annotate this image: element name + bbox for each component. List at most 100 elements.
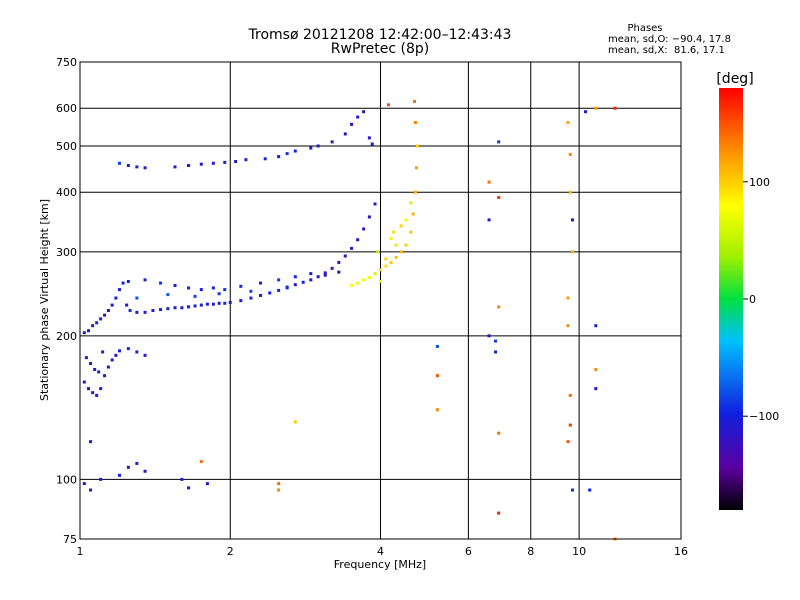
- data-point: [259, 281, 263, 285]
- data-point: [413, 99, 417, 103]
- data-point: [211, 286, 215, 290]
- data-point: [239, 299, 243, 303]
- data-point: [211, 161, 215, 165]
- data-point: [309, 272, 313, 276]
- data-point: [373, 272, 377, 276]
- data-point: [143, 278, 147, 282]
- data-point: [384, 257, 388, 261]
- data-point: [199, 288, 203, 292]
- data-point: [613, 106, 617, 110]
- data-point: [494, 339, 498, 343]
- data-point: [594, 106, 598, 110]
- data-point: [392, 230, 396, 234]
- y-tick-label: 75: [63, 533, 77, 546]
- data-point: [404, 218, 408, 222]
- y-axis-label: Stationary phase Virtual Height [km]: [38, 199, 51, 401]
- data-point: [135, 310, 139, 314]
- data-point: [187, 286, 191, 290]
- data-point: [244, 158, 248, 162]
- data-point: [337, 260, 341, 264]
- data-point: [337, 270, 341, 274]
- data-point: [135, 350, 139, 354]
- data-point: [309, 278, 313, 282]
- data-point: [356, 115, 360, 119]
- x-tick-label: 4: [377, 545, 384, 558]
- data-point: [301, 280, 305, 284]
- chart-title: Tromsø 20121208 12:42:00–12:43:43: [248, 27, 512, 43]
- data-point: [370, 142, 374, 146]
- data-point: [151, 308, 155, 312]
- data-point: [126, 347, 130, 351]
- data-point: [199, 460, 203, 464]
- data-point: [362, 110, 366, 114]
- x-tick-label: 16: [674, 545, 688, 558]
- data-point: [356, 238, 360, 242]
- data-point: [409, 201, 413, 205]
- data-point: [413, 190, 417, 194]
- data-point: [293, 420, 297, 424]
- data-point: [93, 367, 97, 371]
- colorbar-gradient: [719, 88, 743, 510]
- data-point: [293, 149, 297, 153]
- data-point: [259, 293, 263, 297]
- data-point: [386, 103, 390, 107]
- data-points: [82, 99, 617, 541]
- data-point: [99, 317, 103, 321]
- data-point: [362, 227, 366, 231]
- data-point: [199, 303, 203, 307]
- data-point: [497, 195, 501, 199]
- data-point: [187, 305, 191, 309]
- data-point: [166, 307, 170, 311]
- data-point: [568, 393, 572, 397]
- x-tick-label: 6: [465, 545, 472, 558]
- data-point: [159, 308, 163, 312]
- y-tick-label: 400: [56, 186, 77, 199]
- data-point: [103, 374, 107, 378]
- data-point: [277, 278, 281, 282]
- data-point: [135, 296, 139, 300]
- grid: [80, 62, 681, 539]
- data-point: [367, 215, 371, 219]
- x-axis-label: Frequency [MHz]: [334, 558, 426, 571]
- data-point: [323, 271, 327, 275]
- data-point: [99, 477, 103, 481]
- data-point: [84, 356, 88, 360]
- data-point: [404, 243, 408, 247]
- colorbar-tick-label: −100: [749, 410, 779, 423]
- data-point: [566, 440, 570, 444]
- data-point: [193, 304, 197, 308]
- data-point: [494, 350, 498, 354]
- data-point: [173, 165, 177, 169]
- data-point: [249, 289, 253, 293]
- data-point: [118, 349, 122, 353]
- data-point: [99, 387, 103, 391]
- data-point: [114, 296, 118, 300]
- data-point: [91, 391, 95, 395]
- data-point: [316, 275, 320, 279]
- data-point: [277, 288, 281, 292]
- data-point: [285, 286, 289, 290]
- data-point: [143, 310, 147, 314]
- data-point: [223, 288, 227, 292]
- colorbar-label: [deg]: [716, 71, 753, 87]
- data-point: [121, 281, 125, 285]
- data-point: [143, 166, 147, 170]
- data-point: [413, 121, 417, 125]
- data-point: [285, 152, 289, 156]
- data-point: [187, 486, 191, 490]
- data-point: [330, 266, 334, 270]
- data-point: [114, 353, 118, 357]
- data-point: [110, 358, 114, 362]
- data-point: [343, 132, 347, 136]
- data-point: [268, 291, 272, 295]
- y-tick-label: 750: [56, 56, 77, 69]
- data-point: [323, 273, 327, 277]
- y-tick-label: 300: [56, 246, 77, 259]
- y-tick-label: 600: [56, 102, 77, 115]
- data-point: [118, 473, 122, 477]
- data-point: [234, 159, 238, 163]
- data-point: [217, 301, 221, 305]
- data-point: [343, 254, 347, 258]
- data-point: [497, 511, 501, 515]
